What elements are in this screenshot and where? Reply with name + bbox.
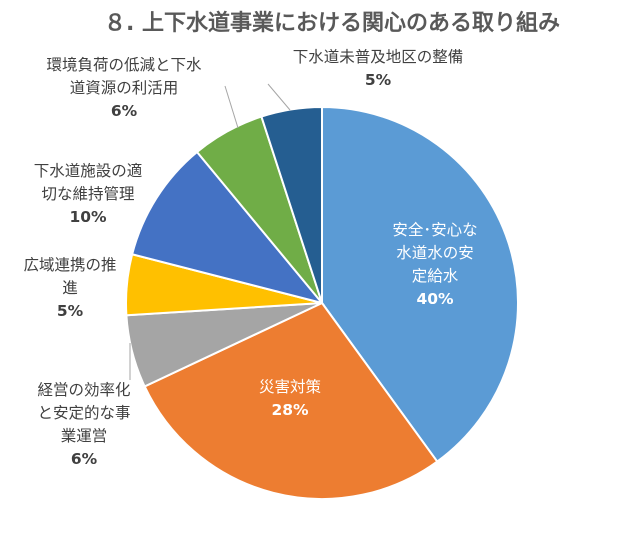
slice-label-line: 業運営 xyxy=(61,427,108,445)
slice-label-line: 下水道施設の適 xyxy=(34,162,143,180)
leader-line-6 xyxy=(224,85,239,129)
slice-label-line: 経営の効率化 xyxy=(37,381,130,399)
slice-label-line: 災害対策 xyxy=(259,378,321,396)
slice-percent-label: 10% xyxy=(69,208,107,226)
slice-label-line: 環境負荷の低減と下水 xyxy=(46,55,202,74)
slice-percent-label: 5% xyxy=(365,71,392,89)
chart-title: ８. 上下水道事業における関心のある取り組み xyxy=(104,10,560,36)
slice-label-line: 定給水 xyxy=(412,267,459,285)
slice-label-line: 下水道未普及地区の整備 xyxy=(293,48,464,66)
slice-label-line: 水道水の安 xyxy=(396,244,474,262)
pie-slices xyxy=(125,105,519,500)
slice-label-7: 下水道未普及地区の整備 5% xyxy=(293,48,464,89)
slice-label-line: 切な維持管理 xyxy=(41,185,134,203)
slice-label-line: 安全･安心な xyxy=(392,221,477,239)
slice-percent-label: 40% xyxy=(416,290,454,308)
slice-label-line: 広域連携の推 xyxy=(23,256,116,274)
pie-slice-1 xyxy=(321,105,519,463)
slice-label-line: 進 xyxy=(62,279,78,297)
leader-lines xyxy=(129,83,291,380)
pie-slice-7 xyxy=(260,105,323,304)
pie-slice-5 xyxy=(130,150,325,305)
slice-percent-label: 5% xyxy=(57,302,84,320)
slice-label-line: と安定的な事 xyxy=(37,404,130,422)
leader-line-7 xyxy=(267,83,291,111)
pie-slice-2 xyxy=(143,301,439,500)
slice-percent-label: 28% xyxy=(271,401,309,419)
slice-label-2: 災害対策 28% xyxy=(259,378,321,419)
slice-percent-label: 6% xyxy=(71,450,98,468)
slice-percent-label: 6% xyxy=(111,102,138,120)
slice-label-line: 道資源の利活用 xyxy=(70,79,179,97)
